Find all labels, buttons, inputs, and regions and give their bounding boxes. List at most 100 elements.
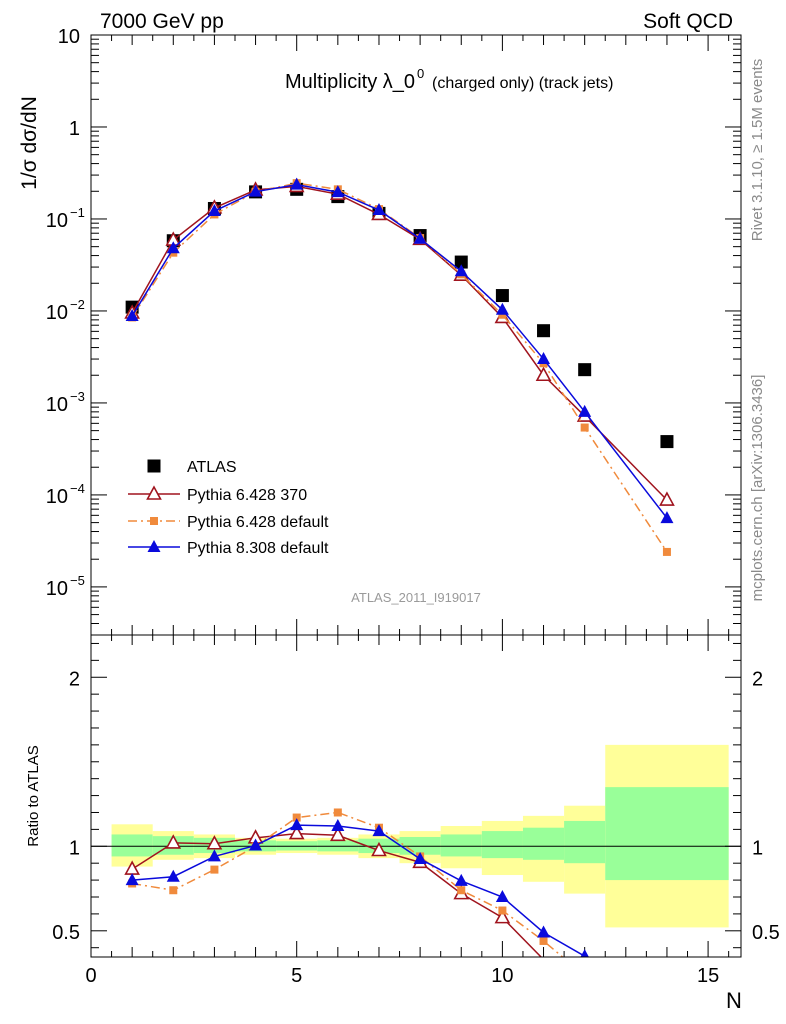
y-tick-label-exponent: −5: [70, 573, 85, 588]
x-tick-label: 15: [697, 965, 719, 987]
legend: ATLAS Pythia 6.428 370 Pythia 6.428 defaul…: [128, 459, 329, 557]
ratio-series: [124, 808, 589, 957]
data-point: [413, 231, 427, 244]
data-point: [662, 547, 671, 556]
y-tick-label: 10: [46, 578, 68, 600]
data-point: [125, 309, 139, 322]
ratio-data-point: [166, 869, 180, 882]
ratio-data-point: [331, 819, 345, 832]
ratio-data-point: [210, 865, 219, 874]
ratio-data-point: [371, 841, 387, 857]
data-point: [249, 184, 263, 197]
data-point: [495, 302, 509, 315]
legend-marker: [146, 485, 162, 500]
y-tick-label: 10: [46, 210, 68, 232]
ratio-y-tick-label: 2: [69, 668, 80, 690]
x-tick-label: 5: [291, 965, 302, 987]
data-point: [578, 363, 592, 377]
ratio-data-point: [206, 835, 223, 850]
ratio-plot-frame: [90, 634, 742, 958]
data-point: [495, 289, 509, 303]
ratio-y-tick-label: 0.5: [52, 922, 80, 944]
data-point: [580, 423, 589, 432]
ratio-band-inner: [440, 834, 482, 857]
ratio-data-point: [372, 824, 386, 837]
ratio-band-inner: [605, 787, 729, 881]
ratio-y-tick-label: 1: [69, 837, 80, 859]
data-point: [166, 241, 180, 254]
plot-title-suffix: (charged only) (track jets): [432, 75, 613, 92]
ratio-data-point: [454, 873, 468, 886]
ratio-data-point: [288, 824, 305, 840]
legend-marker: [147, 459, 161, 473]
data-point: [537, 324, 551, 338]
legend-label: Pythia 6.428 370: [187, 487, 307, 504]
ratio-y-tick-label-right: 0.5: [752, 922, 780, 944]
ratio-band-inner: [522, 827, 565, 860]
ratio-data-point: [290, 818, 304, 831]
header-left: 7000 GeV pp: [100, 10, 224, 33]
ratio-data-point: [207, 849, 221, 862]
series-line: [131, 185, 668, 501]
data-point: [290, 177, 304, 190]
y-tick-label-exponent: −2: [70, 297, 85, 312]
legend-marker: [147, 540, 161, 552]
ratio-band-inner: [111, 834, 153, 857]
x-tick-label: 10: [491, 965, 513, 987]
ratio-data-point: [580, 949, 589, 957]
ratio-uncertainty-bands: [111, 744, 729, 928]
y-tick-label: 10: [46, 486, 68, 508]
ratio-data-point: [169, 886, 178, 895]
data-point: [331, 185, 345, 198]
legend-label: ATLAS: [187, 459, 237, 476]
y-tick-label-exponent: −3: [70, 389, 85, 404]
ratio-data-point: [494, 908, 511, 924]
data-point: [535, 366, 552, 382]
plot-title-superscript: 0: [417, 66, 424, 81]
data-point: [207, 204, 221, 217]
data-point: [660, 511, 674, 524]
ratio-y-tick-label-right: 2: [752, 668, 763, 690]
ratio-data-point: [457, 886, 466, 895]
y-tick-label: 10: [46, 394, 68, 416]
legend-marker: [150, 517, 158, 525]
ratio-data-point: [498, 906, 507, 915]
ratio-data-point: [495, 889, 509, 902]
data-point: [454, 264, 468, 277]
mcplots-label: mcplots.cern.ch [arXiv:1306.3436]: [749, 375, 766, 602]
ratio-data-point: [249, 838, 263, 851]
ratio-data-point: [333, 808, 342, 817]
y-tick-label-exponent: −1: [70, 205, 85, 220]
data-point: [372, 203, 386, 216]
data-point: [454, 255, 468, 269]
data-point: [578, 404, 592, 417]
y-tick-label: 10: [58, 26, 80, 48]
plot-title: Multiplicity λ_0: [285, 71, 415, 93]
y-tick-label-exponent: −4: [70, 481, 85, 496]
ratio-data-point: [165, 834, 182, 849]
ratio-y-tick-label-right: 1: [752, 837, 763, 859]
x-axis-label: N: [726, 988, 742, 1013]
ratio-band-inner: [481, 831, 523, 859]
ratio-data-point: [539, 936, 548, 945]
data-point: [660, 435, 674, 449]
y-tick-label: 1: [69, 118, 80, 140]
header-right: Soft QCD: [643, 10, 733, 33]
legend-label: Pythia 8.308 default: [187, 540, 329, 557]
data-point: [537, 352, 551, 365]
rivet-version-label: Rivet 3.1.10, ≥ 1.5M events: [749, 59, 766, 242]
ratio-data-point: [292, 813, 301, 822]
ratio-series-clipped: [124, 808, 589, 957]
analysis-watermark: ATLAS_2011_I919017: [351, 590, 481, 605]
ratio-data-point: [125, 873, 139, 886]
data-point: [659, 491, 675, 506]
ratio-data-point: [329, 826, 346, 842]
main-y-axis-label: 1/σ dσ/dN: [18, 96, 41, 190]
legend-label: Pythia 6.428 default: [187, 514, 329, 531]
ratio-axes: 0.5 0.5 1 1 2 2 0 5 10 15: [52, 635, 780, 987]
main-series: [124, 177, 675, 556]
ratio-band-inner: [564, 820, 606, 864]
y-tick-label: 10: [46, 302, 68, 324]
